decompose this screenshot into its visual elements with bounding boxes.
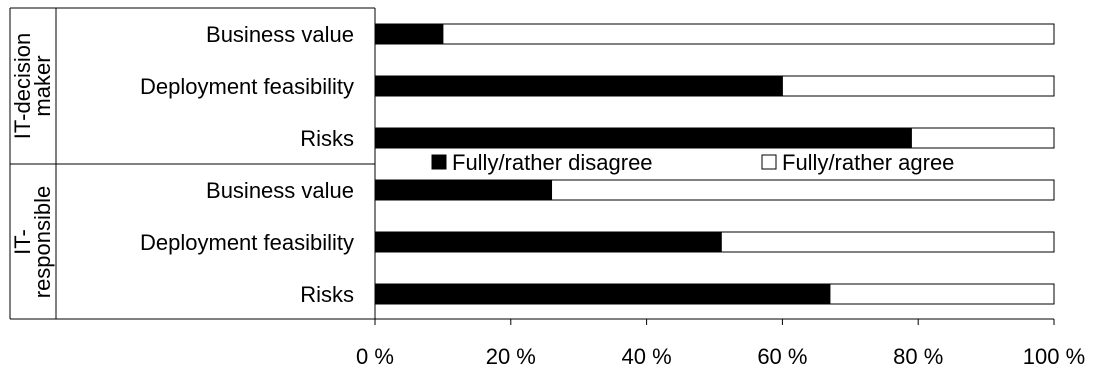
x-tick-label: 0 %	[356, 344, 394, 369]
bar-agree	[442, 23, 1055, 45]
bar-disagree	[374, 23, 444, 45]
group-label-it-responsible: IT-responsible	[10, 186, 55, 299]
bar-disagree	[374, 75, 783, 97]
category-label: Deployment feasibility	[140, 230, 354, 255]
group-labels: IT-decisionmaker IT-responsible	[10, 33, 55, 298]
category-label: Risks	[300, 126, 354, 151]
axes	[9, 7, 1054, 320]
bar-agree	[720, 231, 1055, 253]
bar-disagree	[374, 127, 912, 149]
bar-agree	[781, 75, 1055, 97]
category-label: Risks	[300, 282, 354, 307]
bar-disagree	[374, 231, 722, 253]
legend-label-agree: Fully/rather agree	[782, 150, 954, 175]
x-tick-label: 20 %	[486, 344, 536, 369]
category-label: Business value	[206, 22, 354, 47]
category-label: Business value	[206, 178, 354, 203]
bars	[374, 23, 1055, 305]
bar-disagree	[374, 283, 831, 305]
legend-swatch-disagree	[431, 154, 447, 170]
group-label-it-decision-maker: IT-decisionmaker	[10, 33, 55, 139]
legend-swatch-agree	[761, 154, 777, 170]
x-tick-label: 60 %	[757, 344, 807, 369]
x-tick-label: 40 %	[622, 344, 672, 369]
bar-disagree	[374, 179, 553, 201]
legend-label-disagree: Fully/rather disagree	[452, 150, 653, 175]
category-label: Deployment feasibility	[140, 74, 354, 99]
bar-agree	[910, 127, 1055, 149]
legend: Fully/rather disagree Fully/rather agree	[431, 150, 954, 175]
category-labels: Business value Deployment feasibility Risk…	[140, 22, 354, 307]
bar-agree	[829, 283, 1055, 305]
x-tick-label: 80 %	[893, 344, 943, 369]
bar-agree	[551, 179, 1055, 201]
x-tick-labels: 0 % 20 % 40 % 60 % 80 % 100 %	[356, 319, 1085, 369]
x-tick-label: 100 %	[1023, 344, 1085, 369]
